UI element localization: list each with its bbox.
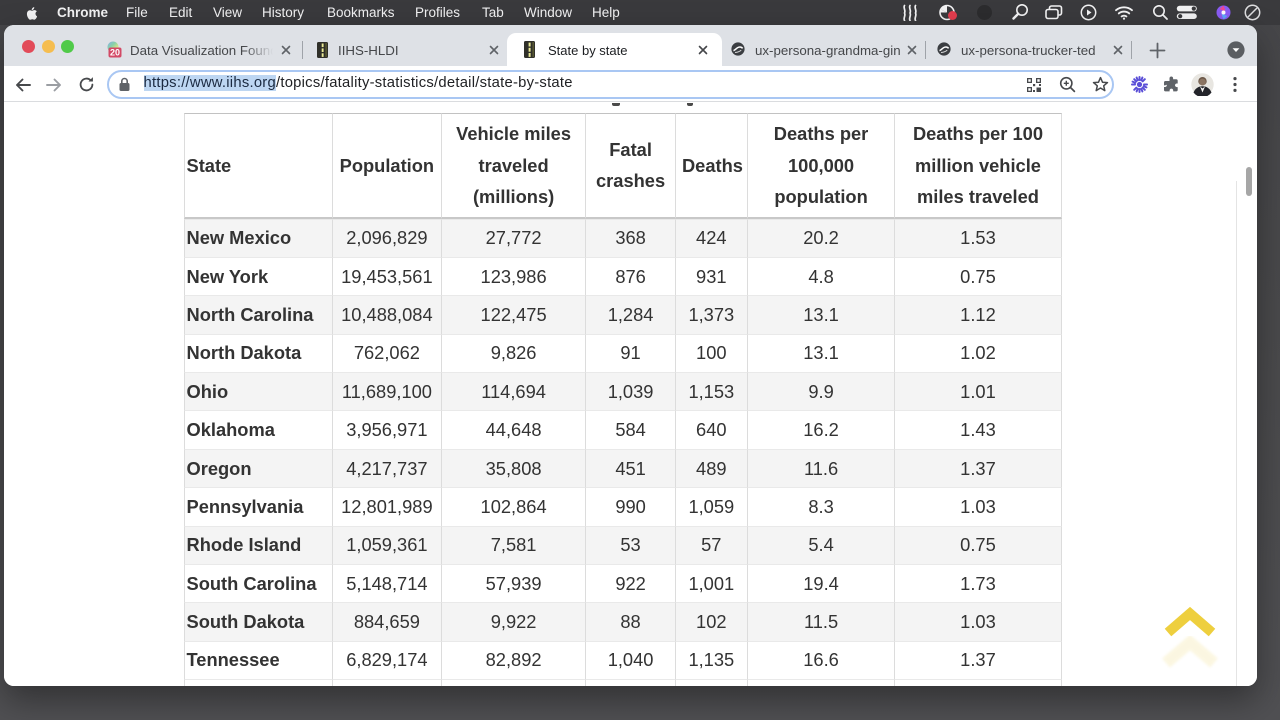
svg-text:20: 20 [110,48,120,58]
